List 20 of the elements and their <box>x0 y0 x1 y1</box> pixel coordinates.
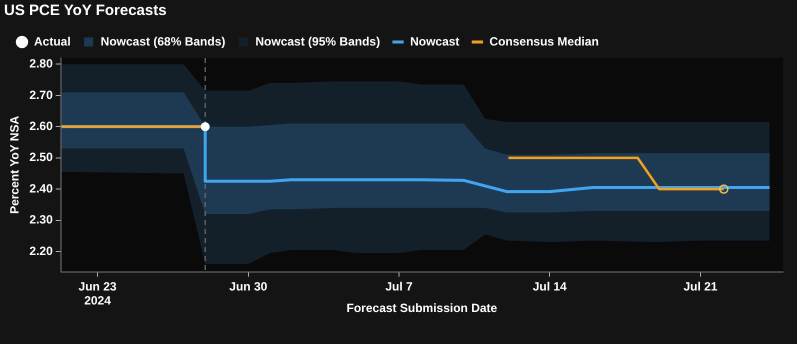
chart-title: US PCE YoY Forecasts <box>4 2 167 20</box>
x-tick-label: Jul 14 <box>532 279 568 294</box>
y-tick-label: 2.70 <box>29 88 54 102</box>
legend-label: Actual <box>34 34 71 48</box>
y-tick-label: 2.20 <box>29 244 54 258</box>
x-axis-title: Forecast Submission Date <box>346 301 498 316</box>
y-tick-label: 2.40 <box>29 181 54 196</box>
legend-label: Nowcast (68% Bands) <box>100 34 226 48</box>
y-axis-title: Percent YoY NSA <box>8 116 22 214</box>
y-tick-label: 2.60 <box>29 118 54 133</box>
y-tick-label: 2.30 <box>29 212 54 227</box>
legend-label: Consensus Median <box>489 34 599 48</box>
y-tick-label: 2.50 <box>29 150 54 164</box>
y-tick-label: 2.80 <box>29 56 54 71</box>
x-tick-label: Jun 30 <box>229 279 268 294</box>
x-tick-label: Jul 7 <box>385 279 413 294</box>
legend-label: Nowcast (95% Bands) <box>255 34 380 48</box>
legend-label: Nowcast <box>410 34 460 48</box>
x-tick-label: Jun 23 2024 <box>78 279 117 308</box>
x-tick-label: Jul 21 <box>683 279 718 294</box>
